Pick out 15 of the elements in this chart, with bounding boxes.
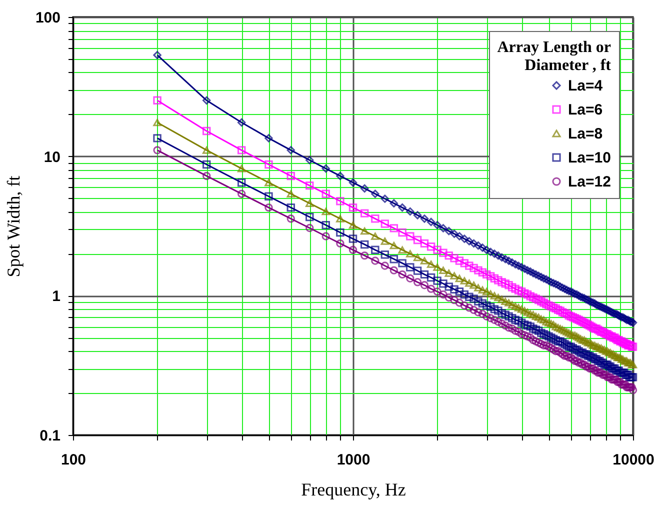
y-axis-title: Spot Width, ft [3, 176, 24, 278]
y-tick-label: 100 [35, 10, 60, 26]
legend-label: La=10 [568, 150, 611, 166]
legend-label: La=6 [568, 102, 603, 118]
x-tick-label: 1000 [336, 452, 370, 468]
legend-label: La=12 [568, 174, 611, 190]
x-tick-label: 100 [60, 452, 86, 468]
y-tick-label: 10 [44, 148, 60, 166]
legend-label: La=8 [568, 126, 603, 142]
legend-label: La=4 [568, 78, 604, 94]
x-tick-label: 10000 [612, 452, 654, 468]
y-tick-label: 1 [52, 288, 60, 306]
y-tick-label: 0.1 [40, 428, 60, 444]
legend-title: Array Length or Diameter , ft [497, 39, 612, 74]
x-axis-title: Frequency, Hz [301, 480, 406, 500]
